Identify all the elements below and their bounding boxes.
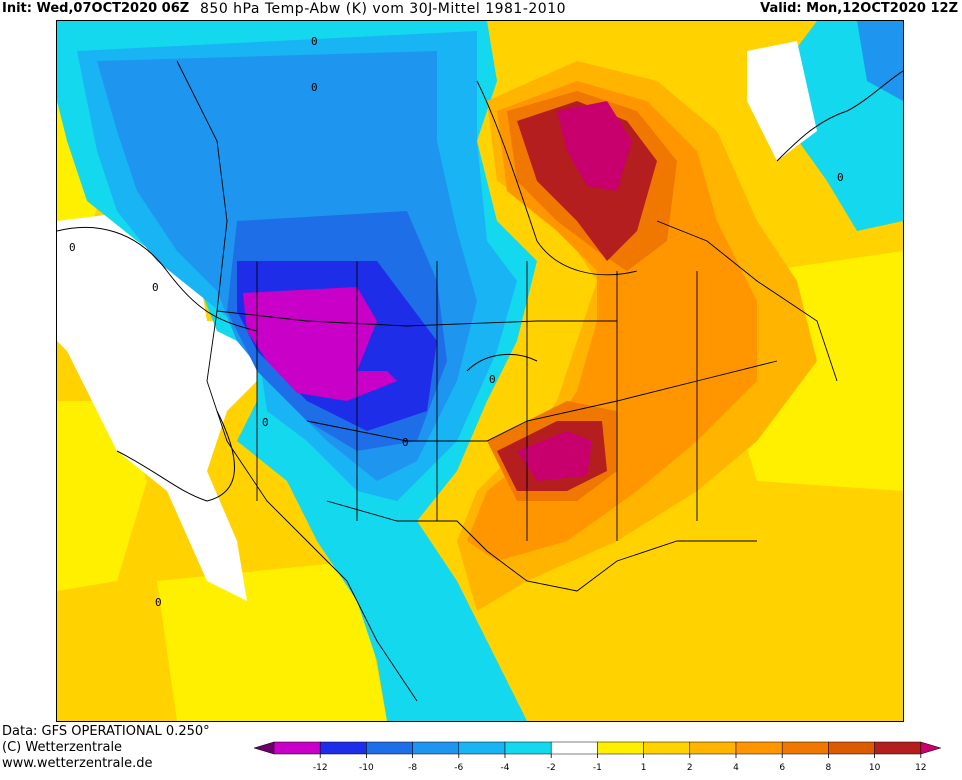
geographic-outlines — [176, 60, 838, 702]
anomaly-region — [557, 101, 632, 191]
legend-svg: -12 -10 -8 -6 -4 -2 -1 1 2 4 6 8 10 12 — [253, 741, 942, 773]
copyright-label: (C) Wetterzentrale — [2, 740, 123, 755]
contour-line — [57, 226, 258, 332]
contour-lines — [57, 70, 903, 502]
legend-swatch — [273, 741, 321, 755]
legend-tick-label: -6 — [454, 763, 463, 773]
legend-swatch — [550, 741, 598, 755]
website-label: www.wetterzentrale.de — [2, 756, 153, 771]
anomaly-region — [517, 431, 592, 481]
init-time-label: Init: Wed,07OCT2020 06Z — [2, 1, 190, 16]
legend-tick-label: 12 — [915, 763, 926, 773]
anomaly-region — [157, 561, 387, 721]
contour-label: 0 — [155, 596, 162, 609]
legend-tick-label: 1 — [641, 763, 647, 773]
coastline — [176, 60, 418, 702]
legend-tick-label: -10 — [359, 763, 374, 773]
legend-swatch — [828, 741, 875, 755]
anomaly-region — [857, 21, 903, 101]
anomaly-region — [57, 211, 277, 601]
legend-swatch — [319, 741, 367, 755]
legend-swatch — [781, 741, 829, 755]
contour-label: 0 — [837, 171, 844, 184]
contour-label: 0 — [489, 373, 496, 386]
chart-title: 850 hPa Temp-Abw (K) vom 30J-Mittel 1981… — [200, 1, 567, 17]
contour-label: 0 — [69, 241, 76, 254]
legend-swatch — [643, 741, 691, 755]
legend-tick-label: -8 — [408, 763, 417, 773]
legend-tick-label: -12 — [313, 763, 328, 773]
legend-swatch — [458, 741, 506, 755]
contour-label: 0 — [402, 436, 409, 449]
coastline — [656, 220, 838, 382]
contour-label: 0 — [262, 416, 269, 429]
legend-swatch — [597, 741, 644, 755]
coastline — [326, 500, 757, 592]
color-legend: -12 -10 -8 -6 -4 -2 -1 1 2 4 6 8 10 12 — [252, 740, 956, 776]
legend-swatch — [689, 741, 737, 755]
temperature-anomaly-map: 0 0 0 0 0 0 0 0 0 — [56, 20, 904, 722]
data-source-label: Data: GFS OPERATIONAL 0.250° — [2, 724, 210, 739]
legend-tick-label: -1 — [593, 763, 602, 773]
legend-swatch — [874, 741, 922, 755]
contour-line — [776, 70, 903, 162]
border-line — [216, 310, 617, 327]
legend-swatch — [735, 741, 783, 755]
legend-tick-label: 4 — [733, 763, 739, 773]
valid-time-label: Valid: Mon,12OCT2020 12Z — [760, 1, 958, 16]
legend-tick-label: 2 — [687, 763, 693, 773]
contour-line — [116, 410, 235, 502]
legend-swatch — [412, 741, 460, 755]
contour-label: 0 — [311, 81, 318, 94]
legend-swatch — [920, 741, 942, 755]
legend-tick-label: -2 — [547, 763, 556, 773]
coastline — [476, 80, 638, 276]
contour-label: 0 — [311, 35, 318, 48]
state-lines — [256, 261, 698, 541]
map-svg: 0 0 0 0 0 0 0 0 0 — [57, 21, 903, 721]
legend-tick-label: 8 — [826, 763, 832, 773]
legend-tick-label: -4 — [501, 763, 510, 773]
contour-line — [466, 353, 538, 372]
legend-swatch — [253, 741, 275, 755]
anomaly-region — [747, 41, 817, 161]
anomaly-region — [243, 287, 397, 401]
legend-swatch — [366, 741, 413, 755]
legend-tick-label: 6 — [779, 763, 785, 773]
contour-label: 0 — [152, 281, 159, 294]
legend-tick-label: 10 — [869, 763, 881, 773]
legend-swatch — [504, 741, 552, 755]
